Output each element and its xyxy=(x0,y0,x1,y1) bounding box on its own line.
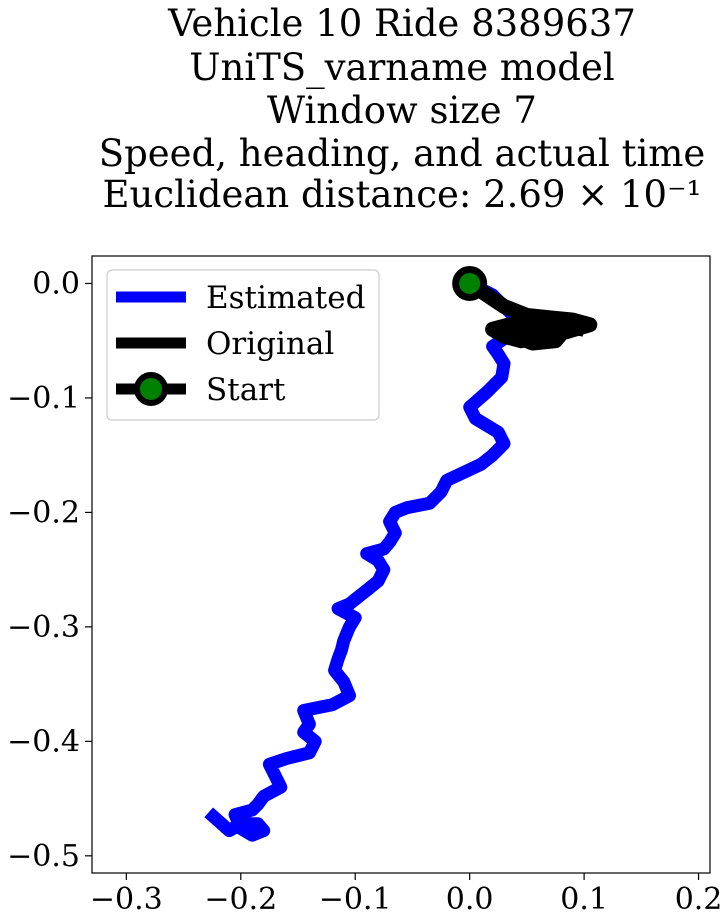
series-line-original xyxy=(465,277,598,351)
series-line-estimated xyxy=(204,277,522,842)
legend-frame xyxy=(106,269,380,421)
x-axis: −0.3 −0.2 −0.1 0.0 0.1 0.2 xyxy=(90,873,723,917)
legend-label-original: Original xyxy=(206,326,334,362)
title-line-3: Window size 7 xyxy=(267,89,537,132)
title-line-5: Euclidean distance: 2.69 × 10⁻¹ xyxy=(103,173,702,216)
plot-lines xyxy=(204,265,598,842)
y-tick-label: −0.4 xyxy=(7,724,80,759)
start-marker xyxy=(452,265,488,301)
y-tick-label: −0.1 xyxy=(7,381,80,416)
plot-area-frame xyxy=(91,255,711,874)
title-line-2: UniTS_varname model xyxy=(189,46,614,90)
x-tick-label: −0.3 xyxy=(90,882,163,917)
x-tick-label: −0.2 xyxy=(204,882,277,917)
y-tick-label: 0.0 xyxy=(32,266,80,301)
legend-label-estimated: Estimated xyxy=(206,280,365,316)
y-tick-label: −0.5 xyxy=(7,839,80,874)
x-tick-label: −0.1 xyxy=(319,882,392,917)
y-tick-label: −0.3 xyxy=(7,610,80,645)
legend-label-start: Start xyxy=(206,372,286,408)
x-tick-label: 0.2 xyxy=(675,882,723,917)
legend-swatch-start-marker xyxy=(134,372,168,406)
x-tick-label: 0.0 xyxy=(446,882,494,917)
y-tick-label: −0.2 xyxy=(7,495,80,530)
legend: Estimated Original Start xyxy=(106,269,380,421)
y-axis: 0.0 −0.1 −0.2 −0.3 −0.4 −0.5 xyxy=(7,266,92,874)
chart-title: Vehicle 10 Ride 8389637 UniTS_varname mo… xyxy=(99,2,706,216)
title-line-4: Speed, heading, and actual time xyxy=(99,132,706,175)
x-tick-label: 0.1 xyxy=(560,882,608,917)
title-line-1: Vehicle 10 Ride 8389637 xyxy=(167,2,636,45)
